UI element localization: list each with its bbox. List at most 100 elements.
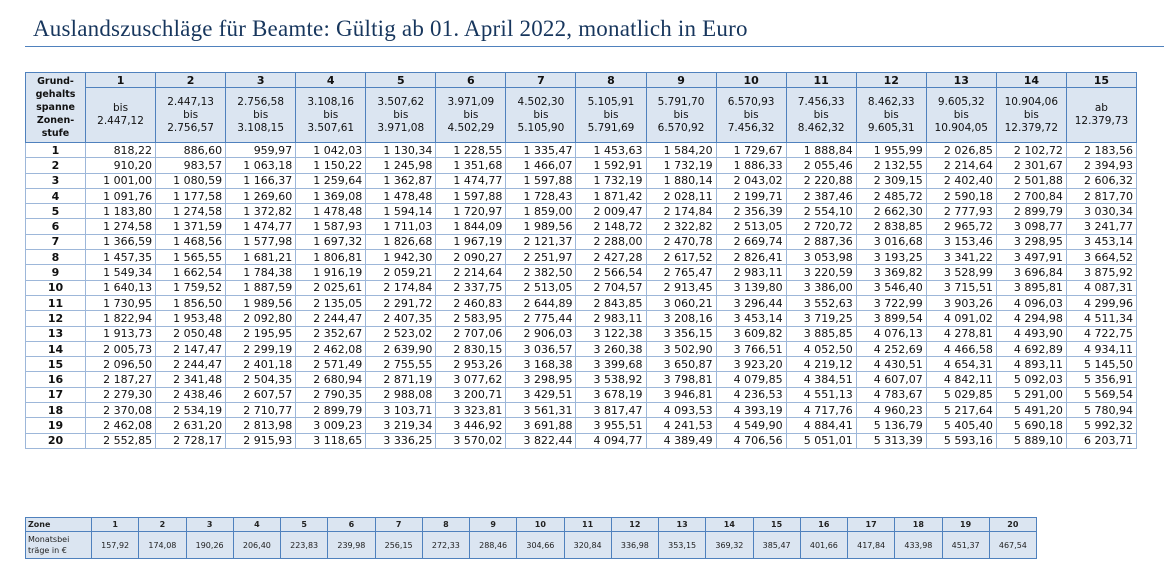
zone-header: 3 — [225, 72, 297, 88]
amount-cell: 2 387,46 — [785, 187, 857, 205]
amount-cell: 1 640,13 — [84, 279, 157, 296]
amount-cell: 4 236,53 — [715, 386, 787, 404]
amount-cell: 2 583,95 — [435, 310, 507, 327]
corner-line: Grund- — [37, 76, 74, 87]
amount-cell: 2 485,72 — [855, 187, 927, 205]
zone-number: 16 — [799, 517, 849, 532]
amount-cell: 2 382,50 — [505, 264, 577, 281]
amount-cell: 1 597,88 — [435, 187, 507, 205]
amount-cell: 2 402,40 — [925, 172, 997, 189]
amount-cell: 2 309,15 — [855, 172, 927, 189]
range-line: 12.379,73 — [1074, 115, 1129, 127]
amount: 239,98 — [327, 531, 376, 559]
amount-cell: 1 856,50 — [155, 294, 227, 312]
amount-cell: 1 886,33 — [715, 157, 787, 174]
data-row: 19 2 462,08 2 631,20 2 813,98 3 009,23 3 219,… — [25, 417, 1138, 434]
amount-cell: 2 135,05 — [295, 294, 367, 312]
amount: 467,54 — [988, 531, 1038, 559]
amount-cell: 4 384,51 — [785, 371, 857, 388]
amount-cell: 3 030,34 — [1065, 203, 1138, 220]
amount-cell: 886,60 — [155, 141, 227, 159]
amount-cell: 3 341,22 — [925, 249, 997, 266]
range-line: 2.756,58 — [237, 95, 285, 108]
step-label: 3 — [25, 172, 86, 189]
amount-cell: 4 893,11 — [995, 356, 1067, 373]
amount-cell: 2 043,02 — [715, 172, 787, 189]
amount-cell: 1 822,94 — [84, 310, 157, 327]
amount-cell: 2 096,50 — [84, 356, 157, 373]
amount-cell: 2 669,74 — [715, 233, 787, 251]
zone-header: 12 — [855, 72, 927, 88]
data-row: 12 1 822,94 1 953,48 2 092,80 2 244,47 2 407,… — [25, 310, 1138, 327]
amount-cell: 4 493,90 — [995, 325, 1067, 342]
amount-cell: 1 826,68 — [365, 233, 437, 251]
amount-cell: 4 960,23 — [855, 402, 927, 419]
amount-cell: 2 132,55 — [855, 157, 927, 174]
amount-cell: 983,57 — [155, 157, 227, 174]
amount-cell: 3 528,99 — [925, 264, 997, 281]
amount-cell: 2 817,70 — [1065, 187, 1138, 205]
amount-cell: 2 631,20 — [155, 417, 227, 434]
zone-header-row: Grund-gehalts spanne Zonen-stufe 1 2 3 4 5 6 7 8 9 1… — [25, 72, 1138, 143]
amount-cell: 2 460,83 — [435, 294, 507, 312]
amount-cell: 3 696,84 — [995, 264, 1067, 281]
amount-cell: 3 208,16 — [645, 310, 717, 327]
range-header: 7.456,33 bis 8.462,32 — [785, 87, 857, 143]
amount: 157,92 — [90, 531, 140, 559]
zone-header: 9 — [645, 72, 717, 88]
amount-cell: 3 139,80 — [715, 279, 787, 296]
amount-cell: 2 090,27 — [435, 249, 507, 266]
step-label: 9 — [25, 264, 86, 281]
amount-cell: 1 806,81 — [295, 249, 367, 266]
amount-cell: 1 372,82 — [225, 203, 297, 220]
amount-label: Monatsbei träge in € — [25, 531, 92, 559]
amount-cell: 3 193,25 — [855, 249, 927, 266]
amount-cell: 3 798,81 — [645, 371, 717, 388]
step-label: 18 — [25, 402, 86, 419]
range-line: 3.971,09 — [447, 95, 495, 108]
zone-number: 11 — [563, 517, 612, 532]
amount: 336,98 — [610, 531, 660, 559]
zone-header: 2 — [155, 72, 227, 88]
amount-cell: 3 895,81 — [995, 279, 1067, 296]
amount-cell: 1 468,56 — [155, 233, 227, 251]
amount-cell: 3 446,92 — [435, 417, 507, 434]
amount-cell: 818,22 — [84, 141, 157, 159]
step-label: 1 — [25, 141, 86, 159]
amount: 223,83 — [279, 531, 329, 559]
amount-cell: 3 153,46 — [925, 233, 997, 251]
amount-cell: 3 323,81 — [435, 402, 507, 419]
amount-cell: 2 401,18 — [225, 356, 297, 373]
zone-number: 9 — [468, 517, 518, 532]
amount-cell: 1 228,55 — [435, 141, 507, 159]
range-header: bis 2.447,12 — [84, 87, 157, 143]
amount-cell: 3 766,51 — [715, 340, 787, 358]
amount-cell: 2 299,19 — [225, 340, 297, 358]
zone-row: Zone 1 2 3 4 5 6 7 8 9 10 11 12 13 14 15 16 17 18 19 20 — [25, 517, 1038, 532]
amount-cell: 3 502,90 — [645, 340, 717, 358]
amount-cell: 1 597,88 — [505, 172, 577, 189]
amount-cell: 3 664,52 — [1065, 249, 1138, 266]
range-line: 2.447,13 — [167, 95, 214, 108]
amount: 320,84 — [563, 531, 612, 559]
amount-cell: 2 050,48 — [155, 325, 227, 342]
range-header: 3.507,62 bis 3.971,08 — [365, 87, 437, 143]
amount-cell: 1 592,91 — [575, 157, 647, 174]
amount-cell: 5 217,64 — [925, 402, 997, 419]
amount-cell: 4 934,11 — [1065, 340, 1138, 358]
range-line: bis — [533, 108, 549, 121]
amount-cell: 2 554,10 — [785, 203, 857, 220]
amount-cell: 2 214,64 — [435, 264, 507, 281]
step-label: 12 — [25, 310, 86, 327]
amount-cell: 3 241,77 — [1065, 218, 1138, 235]
step-label: 11 — [25, 294, 86, 312]
zone-number: 20 — [988, 517, 1038, 532]
step-label: 15 — [25, 356, 86, 373]
corner-line: spanne — [36, 102, 75, 113]
amount-cell: 2 777,93 — [925, 203, 997, 220]
amount-cell: 3 923,20 — [715, 356, 787, 373]
amount-cell: 3 369,82 — [855, 264, 927, 281]
data-row: 10 1 640,13 1 759,52 1 887,59 2 025,61 2 174,… — [25, 279, 1138, 296]
data-row: 17 2 279,30 2 438,46 2 607,57 2 790,35 2 988,… — [25, 386, 1138, 404]
range-line: 5.791,69 — [587, 121, 635, 134]
